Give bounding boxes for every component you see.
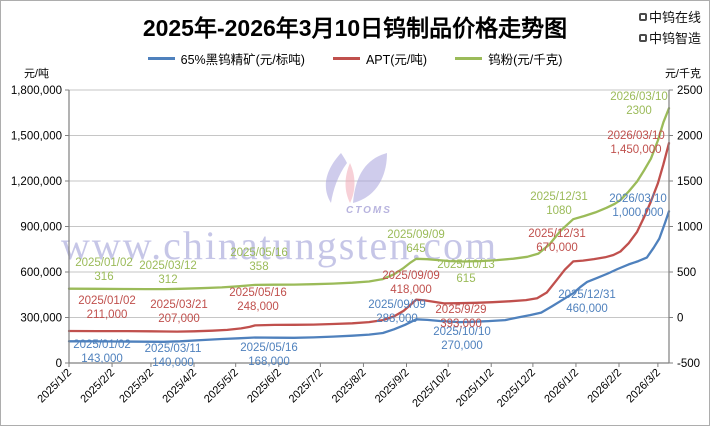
y-tick-label-right: 0	[677, 313, 683, 325]
annotation: 2025/10/13 615	[437, 259, 495, 285]
ctoms-logo-shape	[353, 153, 387, 203]
legend-line-sample-red	[332, 57, 360, 60]
x-tick-label: 2025/9/2	[373, 367, 412, 406]
annotation: 2025/05/16 248,000	[229, 287, 287, 313]
brand-logo-icon	[638, 12, 647, 21]
x-tick-label: 2026/3/2	[624, 367, 663, 406]
x-tick-label: 2025/7/2	[287, 367, 326, 406]
y-tick-label-left: 1,500,000	[11, 131, 62, 143]
x-tick-label: 2025/2/2	[78, 367, 117, 406]
legend-line-sample-green	[455, 57, 483, 60]
x-tick-label: 2025/3/2	[117, 367, 156, 406]
legend-item-wolframite: 65%黑钨精矿(元/标吨)	[147, 49, 305, 68]
annotation: 2025/03/12 312	[139, 260, 197, 286]
brand-item-chinatungsten-smart: 中钨智造	[638, 28, 701, 47]
series-line-1	[67, 141, 671, 333]
y-tick-label-left: 1,200,000	[11, 176, 62, 188]
annotation: 2025/09/09 418,000	[382, 270, 440, 296]
legend-item-apt: APT(元/吨)	[332, 49, 428, 68]
watermark-text: www.chinatungsten.com	[61, 223, 498, 268]
annotation: 2026/03/10 2300	[610, 91, 668, 117]
annotation: 2025/12/31 670,000	[528, 228, 586, 254]
annotation: 2026/03/10 1,000,000	[609, 193, 667, 219]
x-tick-label: 2025/8/2	[330, 367, 369, 406]
x-tick-label: 2026/1/2	[542, 367, 581, 406]
annotation: 2025/01/02 211,000	[78, 295, 136, 321]
brand-box: 中钨在线 中钨智造	[638, 7, 701, 47]
ctoms-logo-text: CTOMS	[346, 205, 392, 216]
y-tick-label-right: 1500	[677, 176, 703, 188]
legend-label: 钨粉(元/千克)	[488, 53, 563, 67]
right-axis-unit-label: 元/千克	[665, 67, 701, 80]
x-tick-label: 2025/6/2	[245, 367, 284, 406]
y-tick-label-left: 300,000	[20, 313, 62, 325]
legend-label: APT(元/吨)	[365, 53, 428, 67]
x-tick-label: 2025/1/2	[35, 367, 74, 406]
brand-label: 中钨智造	[648, 31, 701, 46]
y-tick-label-left: 0	[56, 358, 62, 370]
x-tick-label: 2025/11/2	[454, 367, 497, 410]
x-tick-label: 2025/5/2	[202, 367, 241, 406]
annotation: 2025/01/02 143,000	[73, 339, 131, 365]
legend-line-sample-blue	[147, 57, 175, 60]
y-tick-label-right: -500	[677, 358, 700, 370]
chart-legend: 65%黑钨精矿(元/标吨) APT(元/吨) 钨粉(元/千克)	[1, 49, 709, 68]
y-tick-label-left: 1,800,000	[11, 85, 62, 97]
annotation: 2025/12/31 460,000	[558, 289, 616, 315]
legend-item-tungsten-powder: 钨粉(元/千克)	[455, 49, 562, 68]
left-axis-unit-label: 元/吨	[24, 67, 49, 80]
annotation: 2025/05/16 168,000	[240, 342, 298, 368]
annotation: 2025/9/29 393,000	[435, 304, 486, 330]
brand-logo-icon	[638, 33, 647, 42]
x-tick-label: 2026/2/2	[585, 367, 624, 406]
y-tick-label-right: 1000	[677, 222, 703, 234]
ctoms-logo-shape	[345, 163, 355, 203]
annotation: 2025/09/09 288,000	[368, 299, 426, 325]
x-tick-label: 2025/12/2	[495, 367, 538, 410]
legend-label: 65%黑钨精矿(元/标吨)	[180, 53, 305, 67]
x-tick-label: 2025/10/2	[410, 367, 453, 410]
annotation: 2025/12/31 1080	[530, 191, 588, 217]
series-line-2	[67, 107, 671, 291]
y-tick-label-right: 500	[677, 267, 696, 279]
brand-label: 中钨在线	[648, 10, 701, 25]
y-tick-label-left: 900,000	[20, 222, 62, 234]
ctoms-logo-shape	[325, 153, 347, 203]
brand-item-chinatungsten-online: 中钨在线	[638, 7, 701, 26]
ctoms-logo: CTOMS	[325, 153, 392, 216]
annotation: 2025/10/10 270,000	[433, 326, 491, 352]
annotation: 2025/01/02 316	[75, 257, 133, 283]
annotation: 2025/03/11 140,000	[145, 343, 202, 369]
series-line-0	[67, 210, 671, 343]
chart-title: 2025年-2026年3月10日钨制品价格走势图	[142, 15, 568, 41]
annotation: 2025/05/16 358	[230, 247, 288, 273]
annotation: 2025/03/21 207,000	[150, 299, 208, 325]
y-tick-label-right: 2000	[677, 131, 703, 143]
y-tick-label-left: 600,000	[20, 267, 62, 279]
x-tick-label: 2025/4/2	[160, 367, 199, 406]
y-tick-label-right: 2500	[677, 85, 703, 97]
annotation: 2025/09/09 645	[387, 229, 445, 255]
annotation: 2026/03/10 1,450,000	[607, 130, 665, 156]
